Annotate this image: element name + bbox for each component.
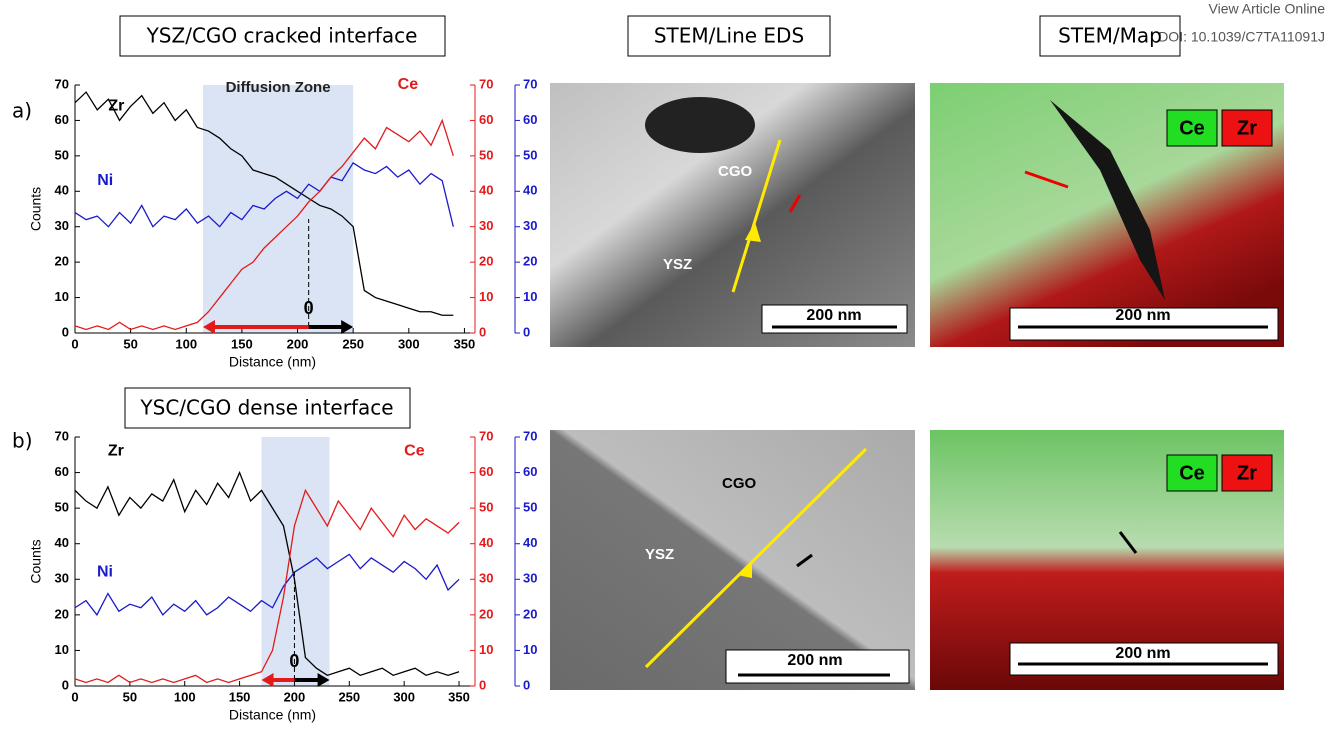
- x-tick-label: 250: [338, 689, 360, 704]
- y2-tick-label: 10: [479, 289, 493, 304]
- series-label: Ce: [398, 76, 419, 93]
- phase-label: CGO: [718, 163, 753, 180]
- y-tick-label: 50: [55, 500, 69, 515]
- y-tick-label: 0: [62, 324, 69, 339]
- y-tick-label: 60: [55, 464, 69, 479]
- scale-label: 200 nm: [1115, 645, 1170, 662]
- y2-tick-label: 60: [479, 464, 493, 479]
- y2-tick-label: 60: [479, 112, 493, 127]
- column-title: STEM/Line EDS: [654, 24, 804, 48]
- y3-tick-label: 40: [523, 183, 537, 198]
- y2-tick-label: 70: [479, 76, 493, 91]
- y3-tick-label: 10: [523, 289, 537, 304]
- series-label: Ce: [404, 442, 425, 459]
- y2-tick-label: 0: [479, 324, 486, 339]
- y-tick-label: 20: [55, 606, 69, 621]
- element-label: Zr: [1237, 462, 1257, 484]
- y-axis-label: Counts: [28, 187, 44, 231]
- scale-label: 200 nm: [806, 307, 861, 324]
- x-tick-label: 50: [123, 689, 137, 704]
- scale-label: 200 nm: [787, 652, 842, 669]
- series-label: Zr: [108, 97, 124, 114]
- y-tick-label: 10: [55, 642, 69, 657]
- row-title: YSZ/CGO cracked interface: [146, 24, 418, 48]
- element-label: Ce: [1179, 462, 1205, 484]
- zero-label: 0: [304, 298, 314, 318]
- y2-tick-label: 70: [479, 428, 493, 443]
- y-axis-label: Counts: [28, 539, 44, 583]
- y-tick-label: 10: [55, 289, 69, 304]
- x-tick-label: 0: [71, 336, 78, 351]
- doi[interactable]: DOI: 10.1039/C7TA11091J: [1158, 29, 1325, 45]
- x-tick-label: 350: [454, 336, 476, 351]
- x-tick-label: 100: [174, 689, 196, 704]
- y2-tick-label: 10: [479, 642, 493, 657]
- y2-tick-label: 0: [479, 677, 486, 692]
- x-tick-label: 50: [123, 336, 137, 351]
- series-label: Zr: [108, 442, 124, 459]
- y3-tick-label: 20: [523, 254, 537, 269]
- series-label: Ni: [97, 563, 113, 580]
- y2-tick-label: 30: [479, 218, 493, 233]
- y-tick-label: 40: [55, 535, 69, 550]
- x-tick-label: 300: [398, 336, 420, 351]
- y-tick-label: 50: [55, 147, 69, 162]
- y3-tick-label: 30: [523, 218, 537, 233]
- pore: [645, 97, 755, 153]
- x-axis-label: Distance (nm): [229, 707, 316, 723]
- y2-tick-label: 30: [479, 571, 493, 586]
- panel-label: a): [12, 99, 32, 123]
- panel-label: b): [12, 429, 33, 453]
- figure: View Article Online DOI: 10.1039/C7TA110…: [0, 0, 1327, 735]
- x-tick-label: 200: [287, 336, 309, 351]
- zero-label: 0: [289, 651, 299, 671]
- y3-tick-label: 50: [523, 147, 537, 162]
- y2-tick-label: 40: [479, 183, 493, 198]
- x-tick-label: 350: [448, 689, 470, 704]
- y3-tick-label: 70: [523, 76, 537, 91]
- y3-tick-label: 60: [523, 464, 537, 479]
- y3-tick-label: 20: [523, 606, 537, 621]
- x-tick-label: 250: [342, 336, 364, 351]
- phase-label: YSZ: [663, 256, 692, 273]
- x-tick-label: 200: [284, 689, 306, 704]
- x-axis-label: Distance (nm): [229, 354, 316, 370]
- y-tick-label: 40: [55, 183, 69, 198]
- y3-tick-label: 0: [523, 677, 530, 692]
- y2-tick-label: 50: [479, 500, 493, 515]
- x-tick-label: 0: [71, 689, 78, 704]
- y2-tick-label: 40: [479, 535, 493, 550]
- y3-tick-label: 0: [523, 324, 530, 339]
- y2-tick-label: 50: [479, 147, 493, 162]
- y-tick-label: 30: [55, 571, 69, 586]
- y-tick-label: 60: [55, 112, 69, 127]
- scale-label: 200 nm: [1115, 307, 1170, 324]
- column-title: STEM/Map: [1058, 24, 1162, 48]
- y2-tick-label: 20: [479, 254, 493, 269]
- series-label: Ni: [97, 172, 113, 189]
- y-tick-label: 0: [62, 677, 69, 692]
- y3-tick-label: 50: [523, 500, 537, 515]
- element-label: Zr: [1237, 117, 1257, 139]
- y3-tick-label: 40: [523, 535, 537, 550]
- zone-label: Diffusion Zone: [226, 79, 331, 96]
- y3-tick-label: 10: [523, 642, 537, 657]
- y2-tick-label: 20: [479, 606, 493, 621]
- row-title: YSC/CGO dense interface: [139, 396, 393, 420]
- y-tick-label: 70: [55, 76, 69, 91]
- phase-label: CGO: [722, 475, 757, 492]
- y3-tick-label: 70: [523, 428, 537, 443]
- element-label: Ce: [1179, 117, 1205, 139]
- phase-label: YSZ: [645, 546, 674, 563]
- x-tick-label: 150: [231, 336, 253, 351]
- y3-tick-label: 60: [523, 112, 537, 127]
- y3-tick-label: 30: [523, 571, 537, 586]
- x-tick-label: 100: [175, 336, 197, 351]
- view-online[interactable]: View Article Online: [1209, 1, 1326, 17]
- x-tick-label: 300: [393, 689, 415, 704]
- y-tick-label: 30: [55, 218, 69, 233]
- x-tick-label: 150: [229, 689, 251, 704]
- y-tick-label: 20: [55, 254, 69, 269]
- y-tick-label: 70: [55, 428, 69, 443]
